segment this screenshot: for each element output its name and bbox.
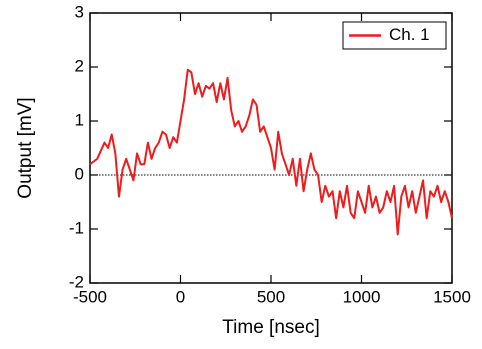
y-axis-label: Output [mV] [15,97,36,198]
y-tick-label: 2 [75,56,84,75]
y-tick-label: 1 [75,110,84,129]
x-tick-label: 1000 [343,287,381,306]
x-tick-label: -500 [73,287,107,306]
x-tick-label: 0 [176,287,185,306]
y-tick-label: -1 [69,218,84,237]
legend-label: Ch. 1 [389,25,430,44]
y-tick-label: 3 [75,2,84,21]
x-tick-label: 1500 [433,287,471,306]
y-tick-label: 0 [75,164,84,183]
y-tick-label: -2 [69,272,84,291]
x-axis-label: Time [nsec] [222,317,320,338]
x-tick-label: 500 [257,287,285,306]
data-line [89,68,453,236]
